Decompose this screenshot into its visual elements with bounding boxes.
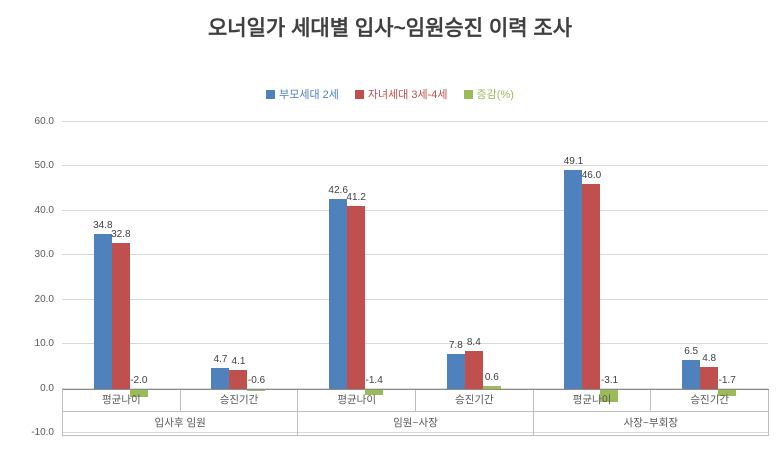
x-axis-cluster-label: 승진기간 bbox=[651, 389, 770, 411]
bar-value-label: 34.8 bbox=[93, 219, 113, 231]
bar-series-2 bbox=[700, 367, 719, 389]
bar-value-label: 4.7 bbox=[213, 353, 228, 365]
bar-cluster: 4.7 4.1 -0.6 bbox=[180, 122, 298, 433]
legend-item: 증감(%) bbox=[463, 86, 514, 102]
bar-value-label: 42.6 bbox=[328, 185, 348, 197]
x-axis-group-label: 입사후 임원 bbox=[63, 410, 299, 436]
legend-item: 부모세대 2세 bbox=[266, 86, 339, 102]
legend-swatch bbox=[354, 89, 364, 99]
bar-cluster: 34.8 32.8 -2.0 bbox=[62, 122, 180, 433]
bar-series-1 bbox=[329, 199, 348, 389]
bar-value-label: 49.1 bbox=[563, 156, 584, 168]
bar-cluster: 7.8 8.4 0.6 bbox=[415, 122, 533, 433]
x-axis-cluster-label: 평균나이 bbox=[63, 389, 181, 411]
gridline bbox=[62, 209, 768, 211]
bar-value-label: 4.8 bbox=[702, 353, 717, 365]
bar-series-1 bbox=[682, 359, 701, 389]
y-axis-tick-label: 40.0 bbox=[34, 204, 54, 216]
x-axis-group-label: 임원~사장 bbox=[298, 410, 534, 436]
bar-value-label: -0.6 bbox=[247, 374, 266, 386]
bar-series-3 bbox=[247, 388, 266, 392]
y-axis-tick-label: -10.0 bbox=[31, 427, 54, 438]
x-axis-group-label: 사장~부회장 bbox=[533, 410, 769, 436]
y-axis-tick-label: 50.0 bbox=[34, 160, 54, 172]
bar-series-1 bbox=[93, 233, 112, 389]
bar-cluster: 49.1 46.0 -3.1 bbox=[533, 122, 651, 433]
bar-value-label: 7.8 bbox=[448, 339, 463, 351]
legend-item: 자녀세대 3세-4세 bbox=[354, 86, 448, 102]
bar-value-label: 6.5 bbox=[684, 345, 699, 357]
bar-cluster: 6.5 4.8 -1.7 bbox=[650, 122, 768, 433]
bar-value-label: 8.4 bbox=[466, 337, 481, 349]
bar-series-2 bbox=[464, 351, 483, 389]
plot-area: 34.8 32.8 -2.0 4.7 4.1 -0.6 42.6 41.2 -1.4 7.8 8.4… bbox=[62, 121, 768, 433]
bar-series-3 bbox=[129, 388, 148, 398]
y-axis-tick-label: 10.0 bbox=[34, 338, 54, 350]
bar-series-2 bbox=[229, 370, 248, 389]
gridline bbox=[62, 387, 768, 389]
gridline bbox=[62, 121, 768, 122]
bar-value-label: -2.0 bbox=[130, 374, 148, 386]
bar-value-label: 0.6 bbox=[484, 371, 499, 383]
gridline bbox=[62, 165, 768, 167]
x-axis-table: 평균나이 승진기간 평균나이 승진기간 평균나이 승진기간 입사후 임원 임원~사장 사장~부… bbox=[62, 388, 770, 436]
gridline bbox=[62, 254, 768, 256]
x-axis-group-row: 입사후 임원 임원~사장 사장~부회장 bbox=[63, 410, 769, 436]
legend-swatch bbox=[463, 89, 473, 99]
legend-swatch bbox=[266, 89, 276, 99]
legend-label: 증감(%) bbox=[476, 89, 514, 101]
y-axis-tick-label: 30.0 bbox=[34, 249, 54, 261]
gridline bbox=[62, 343, 768, 345]
bar-value-label: 32.8 bbox=[111, 228, 131, 240]
bar-series-2 bbox=[347, 205, 366, 389]
legend-label: 자녀세대 3세-4세 bbox=[367, 89, 448, 101]
y-axis-tick-label: 60.0 bbox=[34, 116, 54, 127]
bar-series-1 bbox=[211, 367, 230, 389]
legend-label: 부모세대 2세 bbox=[279, 89, 339, 101]
bar-series-3 bbox=[718, 388, 737, 397]
bar-cluster: 42.6 41.2 -1.4 bbox=[297, 122, 415, 433]
bar-value-label: -1.4 bbox=[365, 374, 383, 386]
bar-series-2 bbox=[582, 184, 601, 389]
bar-value-label: 4.1 bbox=[231, 356, 246, 368]
bar-series-3 bbox=[482, 385, 501, 389]
chart-title: 오너일가 세대별 입사~임원승진 이력 조사 bbox=[207, 17, 573, 40]
bar-series-2 bbox=[111, 242, 130, 389]
y-axis-tick-label: 0.0 bbox=[40, 382, 54, 394]
bar-series-3 bbox=[365, 388, 384, 395]
y-axis-tick-label: 20.0 bbox=[34, 293, 54, 305]
legend: 부모세대 2세 자녀세대 3세-4세 증감(%) bbox=[0, 86, 780, 102]
bar-value-label: -1.7 bbox=[718, 374, 736, 386]
x-axis-cluster-label: 평균나이 bbox=[298, 389, 417, 411]
x-axis-cluster-label: 평균나이 bbox=[534, 389, 652, 411]
gridline bbox=[62, 432, 768, 433]
bar-series-1 bbox=[446, 353, 465, 389]
bar-value-label: -3.1 bbox=[600, 374, 619, 386]
bar-value-label: 41.2 bbox=[346, 191, 366, 203]
x-axis-cluster-row: 평균나이 승진기간 평균나이 승진기간 평균나이 승진기간 bbox=[63, 389, 770, 411]
x-axis-cluster-label: 승진기간 bbox=[181, 389, 299, 411]
bar-value-label: 46.0 bbox=[581, 170, 602, 182]
bar-series-1 bbox=[564, 170, 583, 389]
gridline bbox=[62, 298, 768, 300]
bar-series-3 bbox=[600, 388, 619, 403]
x-axis-cluster-label: 승진기간 bbox=[416, 389, 534, 411]
